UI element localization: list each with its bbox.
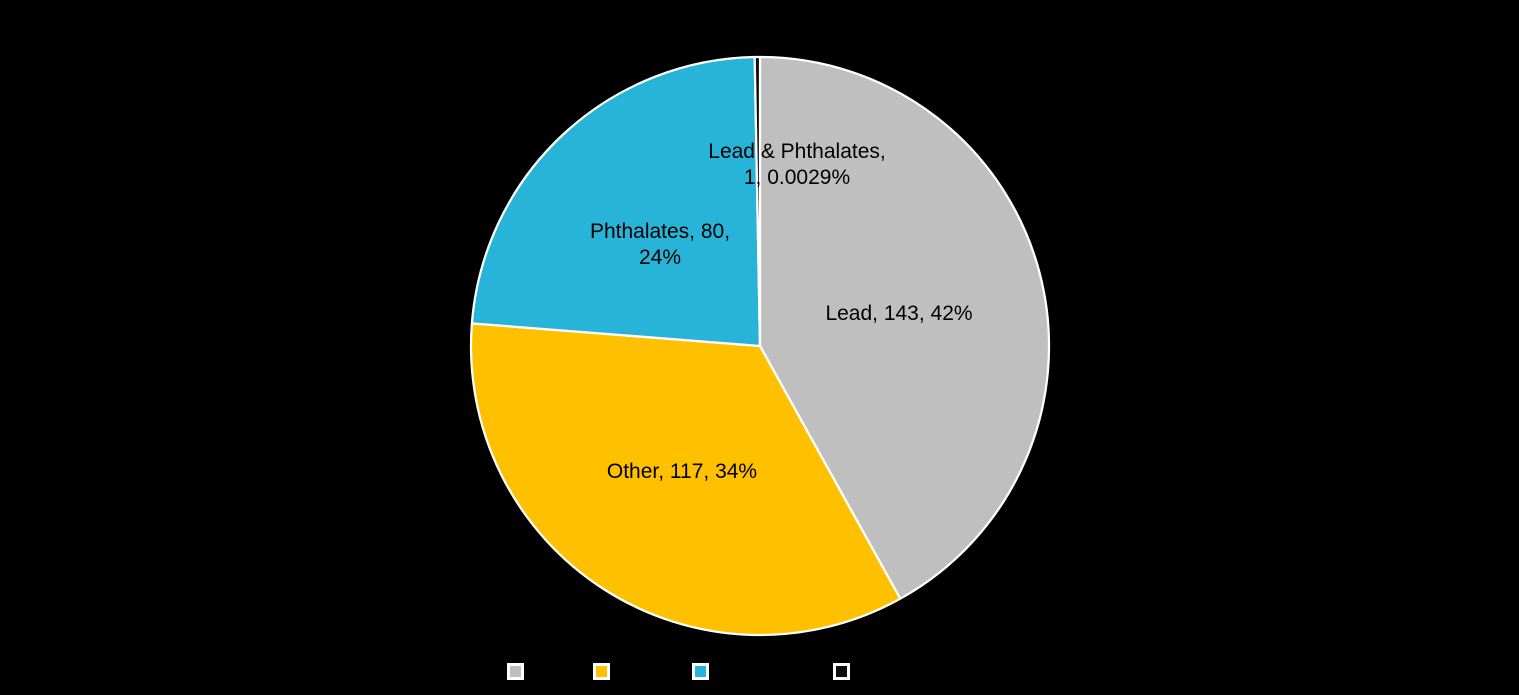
data-label-phthalates: Phthalates, 80, 24%	[590, 219, 730, 271]
legend-marker-lead	[507, 663, 524, 680]
pie-slice-other	[469, 322, 902, 637]
data-label-line: Other, 117, 34%	[606, 460, 758, 483]
data-label-line: 1, 0.0029%	[743, 166, 851, 189]
legend-item-lead: Lead	[507, 662, 573, 681]
legend-label-phthalates: Phthalates	[716, 661, 806, 682]
legend-item-other: Other	[593, 662, 665, 681]
data-label-line: 24%	[638, 246, 682, 269]
data-label-line: Phthalates, 80,	[589, 220, 731, 243]
data-label-lead-phthalates: Lead & Phthalates, 1, 0.0029%	[708, 139, 885, 191]
legend-marker-other	[593, 663, 610, 680]
legend-marker-lead-phthalates	[833, 663, 850, 680]
data-label-lead: Lead, 143, 42%	[825, 301, 972, 327]
legend-label-other: Other	[617, 661, 665, 682]
data-label-line: Lead & Phthalates,	[708, 140, 886, 163]
pie-slice-lead	[758, 55, 1051, 600]
data-label-other: Other, 117, 34%	[607, 459, 757, 485]
legend-label-lead-phthalates: Lead & Phthalates	[857, 661, 1013, 682]
legend-item-phthalates: Phthalates	[692, 662, 806, 681]
pie-slice-phthalates	[470, 55, 762, 348]
pie-slices	[469, 55, 1051, 637]
legend-marker-phthalates	[692, 663, 709, 680]
data-label-line: Lead, 143, 42%	[825, 302, 973, 325]
legend-item-lead-phthalates: Lead & Phthalates	[833, 662, 1012, 681]
legend-label-lead: Lead	[531, 661, 574, 682]
pie-slice-lead-phthalates	[753, 55, 762, 348]
